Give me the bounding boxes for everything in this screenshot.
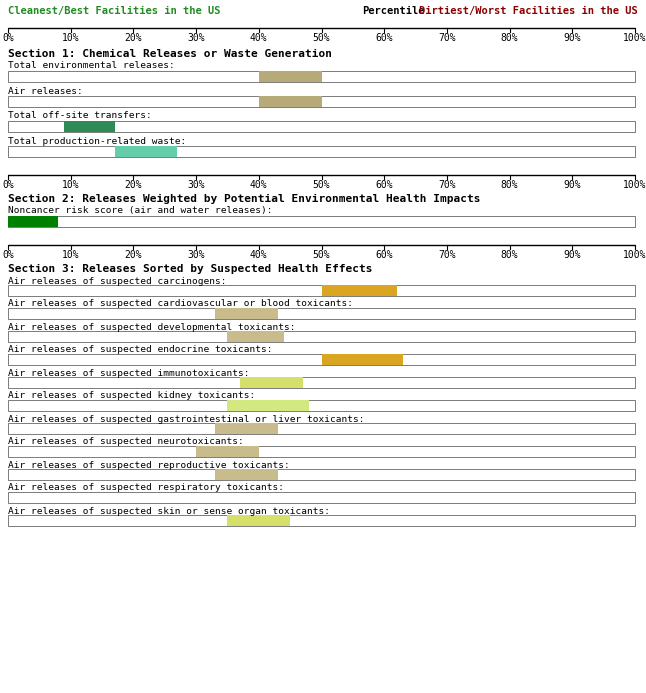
Text: Total environmental releases:: Total environmental releases: xyxy=(8,62,175,71)
Text: 40%: 40% xyxy=(250,180,267,190)
Text: Air releases of suspected immunotoxicants:: Air releases of suspected immunotoxicant… xyxy=(8,369,249,378)
Text: Air releases of suspected reproductive toxicants:: Air releases of suspected reproductive t… xyxy=(8,461,290,469)
Bar xyxy=(8,96,635,107)
Bar xyxy=(65,121,114,132)
Text: Section 3: Releases Sorted by Suspected Health Effects: Section 3: Releases Sorted by Suspected … xyxy=(8,264,373,274)
Text: 80%: 80% xyxy=(501,180,518,190)
Bar xyxy=(8,400,635,411)
Text: 80%: 80% xyxy=(501,33,518,43)
Bar xyxy=(8,71,635,82)
Text: 50%: 50% xyxy=(313,250,330,260)
Bar xyxy=(8,285,635,296)
Text: Air releases of suspected gastrointestinal or liver toxicants:: Air releases of suspected gastrointestin… xyxy=(8,414,364,423)
Text: 10%: 10% xyxy=(62,180,79,190)
Bar xyxy=(8,492,635,503)
Text: Percentile: Percentile xyxy=(362,6,425,16)
Text: 20%: 20% xyxy=(125,180,142,190)
Text: 20%: 20% xyxy=(125,250,142,260)
Text: 10%: 10% xyxy=(62,250,79,260)
Text: 40%: 40% xyxy=(250,33,267,43)
Text: 70%: 70% xyxy=(438,250,455,260)
Text: Cleanest/Best Facilities in the US: Cleanest/Best Facilities in the US xyxy=(8,6,220,16)
Text: 30%: 30% xyxy=(187,33,205,43)
Bar xyxy=(8,216,58,227)
Text: 50%: 50% xyxy=(313,33,330,43)
Text: Air releases:: Air releases: xyxy=(8,87,83,96)
Text: 30%: 30% xyxy=(187,250,205,260)
Text: Air releases of suspected neurotoxicants:: Air releases of suspected neurotoxicants… xyxy=(8,437,244,446)
Text: 80%: 80% xyxy=(501,250,518,260)
Bar xyxy=(196,446,259,457)
Bar xyxy=(259,96,322,107)
Bar xyxy=(8,515,635,526)
Text: 70%: 70% xyxy=(438,180,455,190)
Text: Air releases of suspected respiratory toxicants:: Air releases of suspected respiratory to… xyxy=(8,484,284,493)
Text: 90%: 90% xyxy=(563,180,581,190)
Text: 60%: 60% xyxy=(375,33,393,43)
Text: 10%: 10% xyxy=(62,33,79,43)
Text: 50%: 50% xyxy=(313,180,330,190)
Text: 100%: 100% xyxy=(623,250,646,260)
Text: 100%: 100% xyxy=(623,33,646,43)
Text: 100%: 100% xyxy=(623,180,646,190)
Bar xyxy=(240,377,303,388)
Bar xyxy=(227,515,290,526)
Bar xyxy=(215,423,278,434)
Text: 70%: 70% xyxy=(438,33,455,43)
Bar xyxy=(8,469,635,480)
Bar xyxy=(8,377,635,388)
Bar xyxy=(259,71,322,82)
Text: Noncancer risk score (air and water releases):: Noncancer risk score (air and water rele… xyxy=(8,207,273,216)
Bar xyxy=(227,400,309,411)
Bar xyxy=(8,146,635,157)
Text: Total off-site transfers:: Total off-site transfers: xyxy=(8,112,152,121)
Text: Air releases of suspected kidney toxicants:: Air releases of suspected kidney toxican… xyxy=(8,392,255,401)
Text: Total production-related waste:: Total production-related waste: xyxy=(8,137,186,146)
Bar xyxy=(215,469,278,480)
Text: 90%: 90% xyxy=(563,33,581,43)
Bar xyxy=(8,331,635,342)
Text: Section 2: Releases Weighted by Potential Environmental Health Impacts: Section 2: Releases Weighted by Potentia… xyxy=(8,194,481,204)
Bar xyxy=(114,146,177,157)
Text: 60%: 60% xyxy=(375,180,393,190)
Bar xyxy=(322,285,397,296)
Bar xyxy=(8,423,635,434)
Text: 0%: 0% xyxy=(2,180,14,190)
Text: 30%: 30% xyxy=(187,180,205,190)
Text: Air releases of suspected carcinogens:: Air releases of suspected carcinogens: xyxy=(8,277,227,286)
Bar xyxy=(215,308,278,319)
Text: 40%: 40% xyxy=(250,250,267,260)
Bar xyxy=(227,331,284,342)
Bar xyxy=(8,354,635,365)
Text: Air releases of suspected endocrine toxicants:: Air releases of suspected endocrine toxi… xyxy=(8,346,273,355)
Text: Air releases of suspected cardiovascular or blood toxicants:: Air releases of suspected cardiovascular… xyxy=(8,299,353,308)
Text: Air releases of suspected skin or sense organ toxicants:: Air releases of suspected skin or sense … xyxy=(8,507,330,516)
Bar xyxy=(8,446,635,457)
Bar xyxy=(8,216,635,227)
Bar xyxy=(322,354,403,365)
Text: 60%: 60% xyxy=(375,250,393,260)
Text: 90%: 90% xyxy=(563,250,581,260)
Text: 0%: 0% xyxy=(2,250,14,260)
Text: 20%: 20% xyxy=(125,33,142,43)
Text: Dirtiest/Worst Facilities in the US: Dirtiest/Worst Facilities in the US xyxy=(419,6,638,16)
Text: Section 1: Chemical Releases or Waste Generation: Section 1: Chemical Releases or Waste Ge… xyxy=(8,49,332,59)
Text: 0%: 0% xyxy=(2,33,14,43)
Bar xyxy=(8,308,635,319)
Text: Air releases of suspected developmental toxicants:: Air releases of suspected developmental … xyxy=(8,322,295,331)
Bar xyxy=(8,121,635,132)
